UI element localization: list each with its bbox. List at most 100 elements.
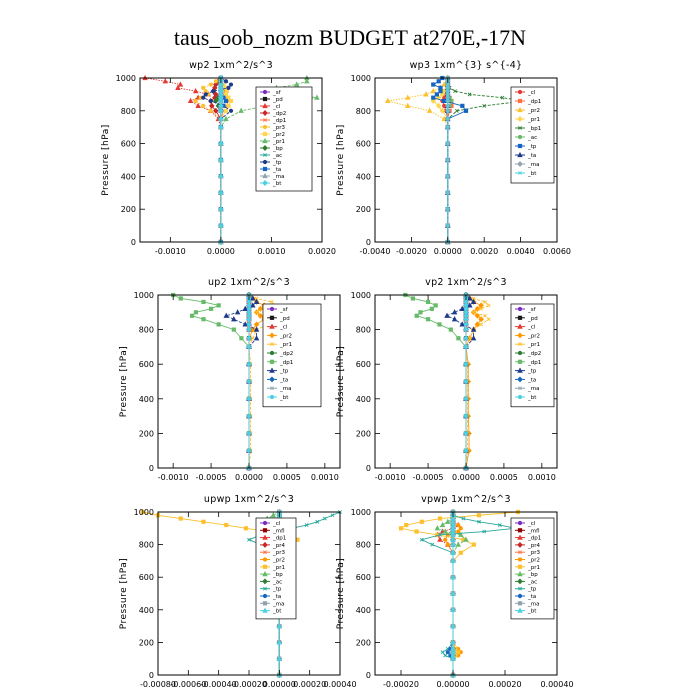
legend-label: _bt (527, 395, 537, 401)
y-axis-label: Pressure [hPa] (119, 558, 129, 630)
data-point (463, 322, 469, 327)
data-point (450, 531, 456, 537)
data-point (445, 89, 450, 94)
legend-entry: _ta (515, 151, 536, 159)
data-point (445, 532, 450, 537)
legend-entry: _pr1 (515, 564, 540, 571)
data-point (450, 549, 456, 555)
data-point (474, 305, 481, 312)
data-point (269, 315, 275, 320)
data-point (246, 327, 252, 332)
data-point (459, 321, 465, 327)
legend-entry: _tp (260, 587, 282, 593)
legend-label: _pr2 (527, 108, 540, 114)
legend-entry: _bp (260, 145, 283, 152)
legend-label: _bt (527, 171, 537, 177)
x-tick-label: -0.00020 (231, 680, 267, 689)
data-point (451, 309, 458, 315)
data-point (456, 336, 461, 341)
legend-label: _ac (527, 135, 537, 141)
data-point (405, 102, 411, 108)
data-point (262, 96, 268, 102)
x-tick-label: -0.0020 (396, 247, 427, 256)
data-point (257, 305, 264, 312)
data-point (262, 520, 268, 526)
data-point (476, 513, 482, 518)
data-point (441, 88, 447, 95)
data-point (208, 82, 213, 87)
data-point (518, 386, 522, 391)
data-point (218, 102, 224, 109)
data-point (419, 519, 424, 524)
data-point (263, 586, 267, 591)
data-point (276, 639, 283, 645)
legend-entry: _bt (260, 607, 282, 615)
data-point (218, 206, 224, 213)
legend-label: _pr1 (527, 342, 540, 348)
legend-entry: _pr2 (260, 557, 285, 564)
y-tick-label: 200 (356, 638, 371, 647)
legend: _cl _dp1 _pr2 _pr1 _bp1 _ac _tp _ta _ma _bt (510, 86, 555, 184)
data-point (450, 518, 456, 524)
data-point (438, 532, 442, 537)
legend-entry: _pr1 (515, 342, 540, 348)
data-point (517, 315, 523, 320)
data-point (218, 116, 224, 122)
data-point (209, 102, 215, 109)
data-point (246, 336, 252, 341)
data-point (262, 180, 268, 186)
data-point (517, 350, 523, 356)
legend-label: _ta (527, 377, 536, 383)
legend-entry: _pr4 (515, 541, 541, 549)
data-point (517, 332, 523, 339)
legend-label: _pr3 (272, 550, 286, 556)
x-tick-label: 0.0005 (273, 473, 301, 482)
data-point (414, 313, 419, 318)
legend-entry: _cl (515, 323, 536, 331)
legend-label: _pd (527, 316, 538, 322)
y-tick-label: 200 (139, 429, 154, 438)
data-point (218, 81, 224, 88)
legend-label: _pr1 (272, 139, 285, 145)
x-tick-label: 0.0010 (528, 473, 556, 482)
data-point (224, 89, 230, 94)
legend-label: _pr4 (272, 543, 286, 549)
data-point (262, 131, 268, 137)
data-point (517, 557, 523, 562)
y-tick-label: 0 (366, 238, 371, 247)
legend-entry: _ac (515, 578, 537, 585)
data-point (517, 367, 523, 373)
legend-entry: _ac (260, 153, 282, 159)
data-point (445, 85, 450, 90)
y-tick-label: 1000 (116, 74, 136, 83)
legend-entry: _dp1 (515, 359, 541, 366)
chart-panel: wp3 1xm^{3} s^{-4} Pressure [hPa] 0 200 400 6… (336, 60, 571, 256)
data-point (450, 536, 456, 542)
data-point (517, 376, 523, 383)
plot-frame (374, 77, 558, 243)
data-point (201, 299, 206, 305)
legend-entry: _pr2 (515, 106, 540, 114)
data-point (270, 342, 274, 347)
legend-label: _pr2 (272, 558, 285, 564)
x-tick-label: 0.0000 (452, 473, 480, 482)
data-point (218, 84, 224, 91)
data-point (270, 386, 274, 391)
data-point (262, 102, 268, 109)
legend-entry: _cl (260, 520, 281, 527)
legend-entry: _bt (515, 607, 537, 615)
data-point (463, 317, 469, 322)
legend-entry: _pr3 (260, 124, 286, 131)
legend-entry: _mfl (515, 528, 540, 534)
data-point (262, 166, 268, 172)
y-tick-label: 400 (356, 172, 371, 181)
data-point (223, 98, 229, 104)
data-point (253, 298, 260, 305)
data-point (226, 103, 231, 108)
data-point (246, 396, 252, 401)
legend-label: _dp1 (272, 536, 286, 542)
data-point (187, 97, 194, 104)
legend-entry: _bp1 (515, 126, 541, 132)
y-tick-label: 800 (356, 107, 371, 116)
legend-label: _pr1 (272, 565, 285, 571)
